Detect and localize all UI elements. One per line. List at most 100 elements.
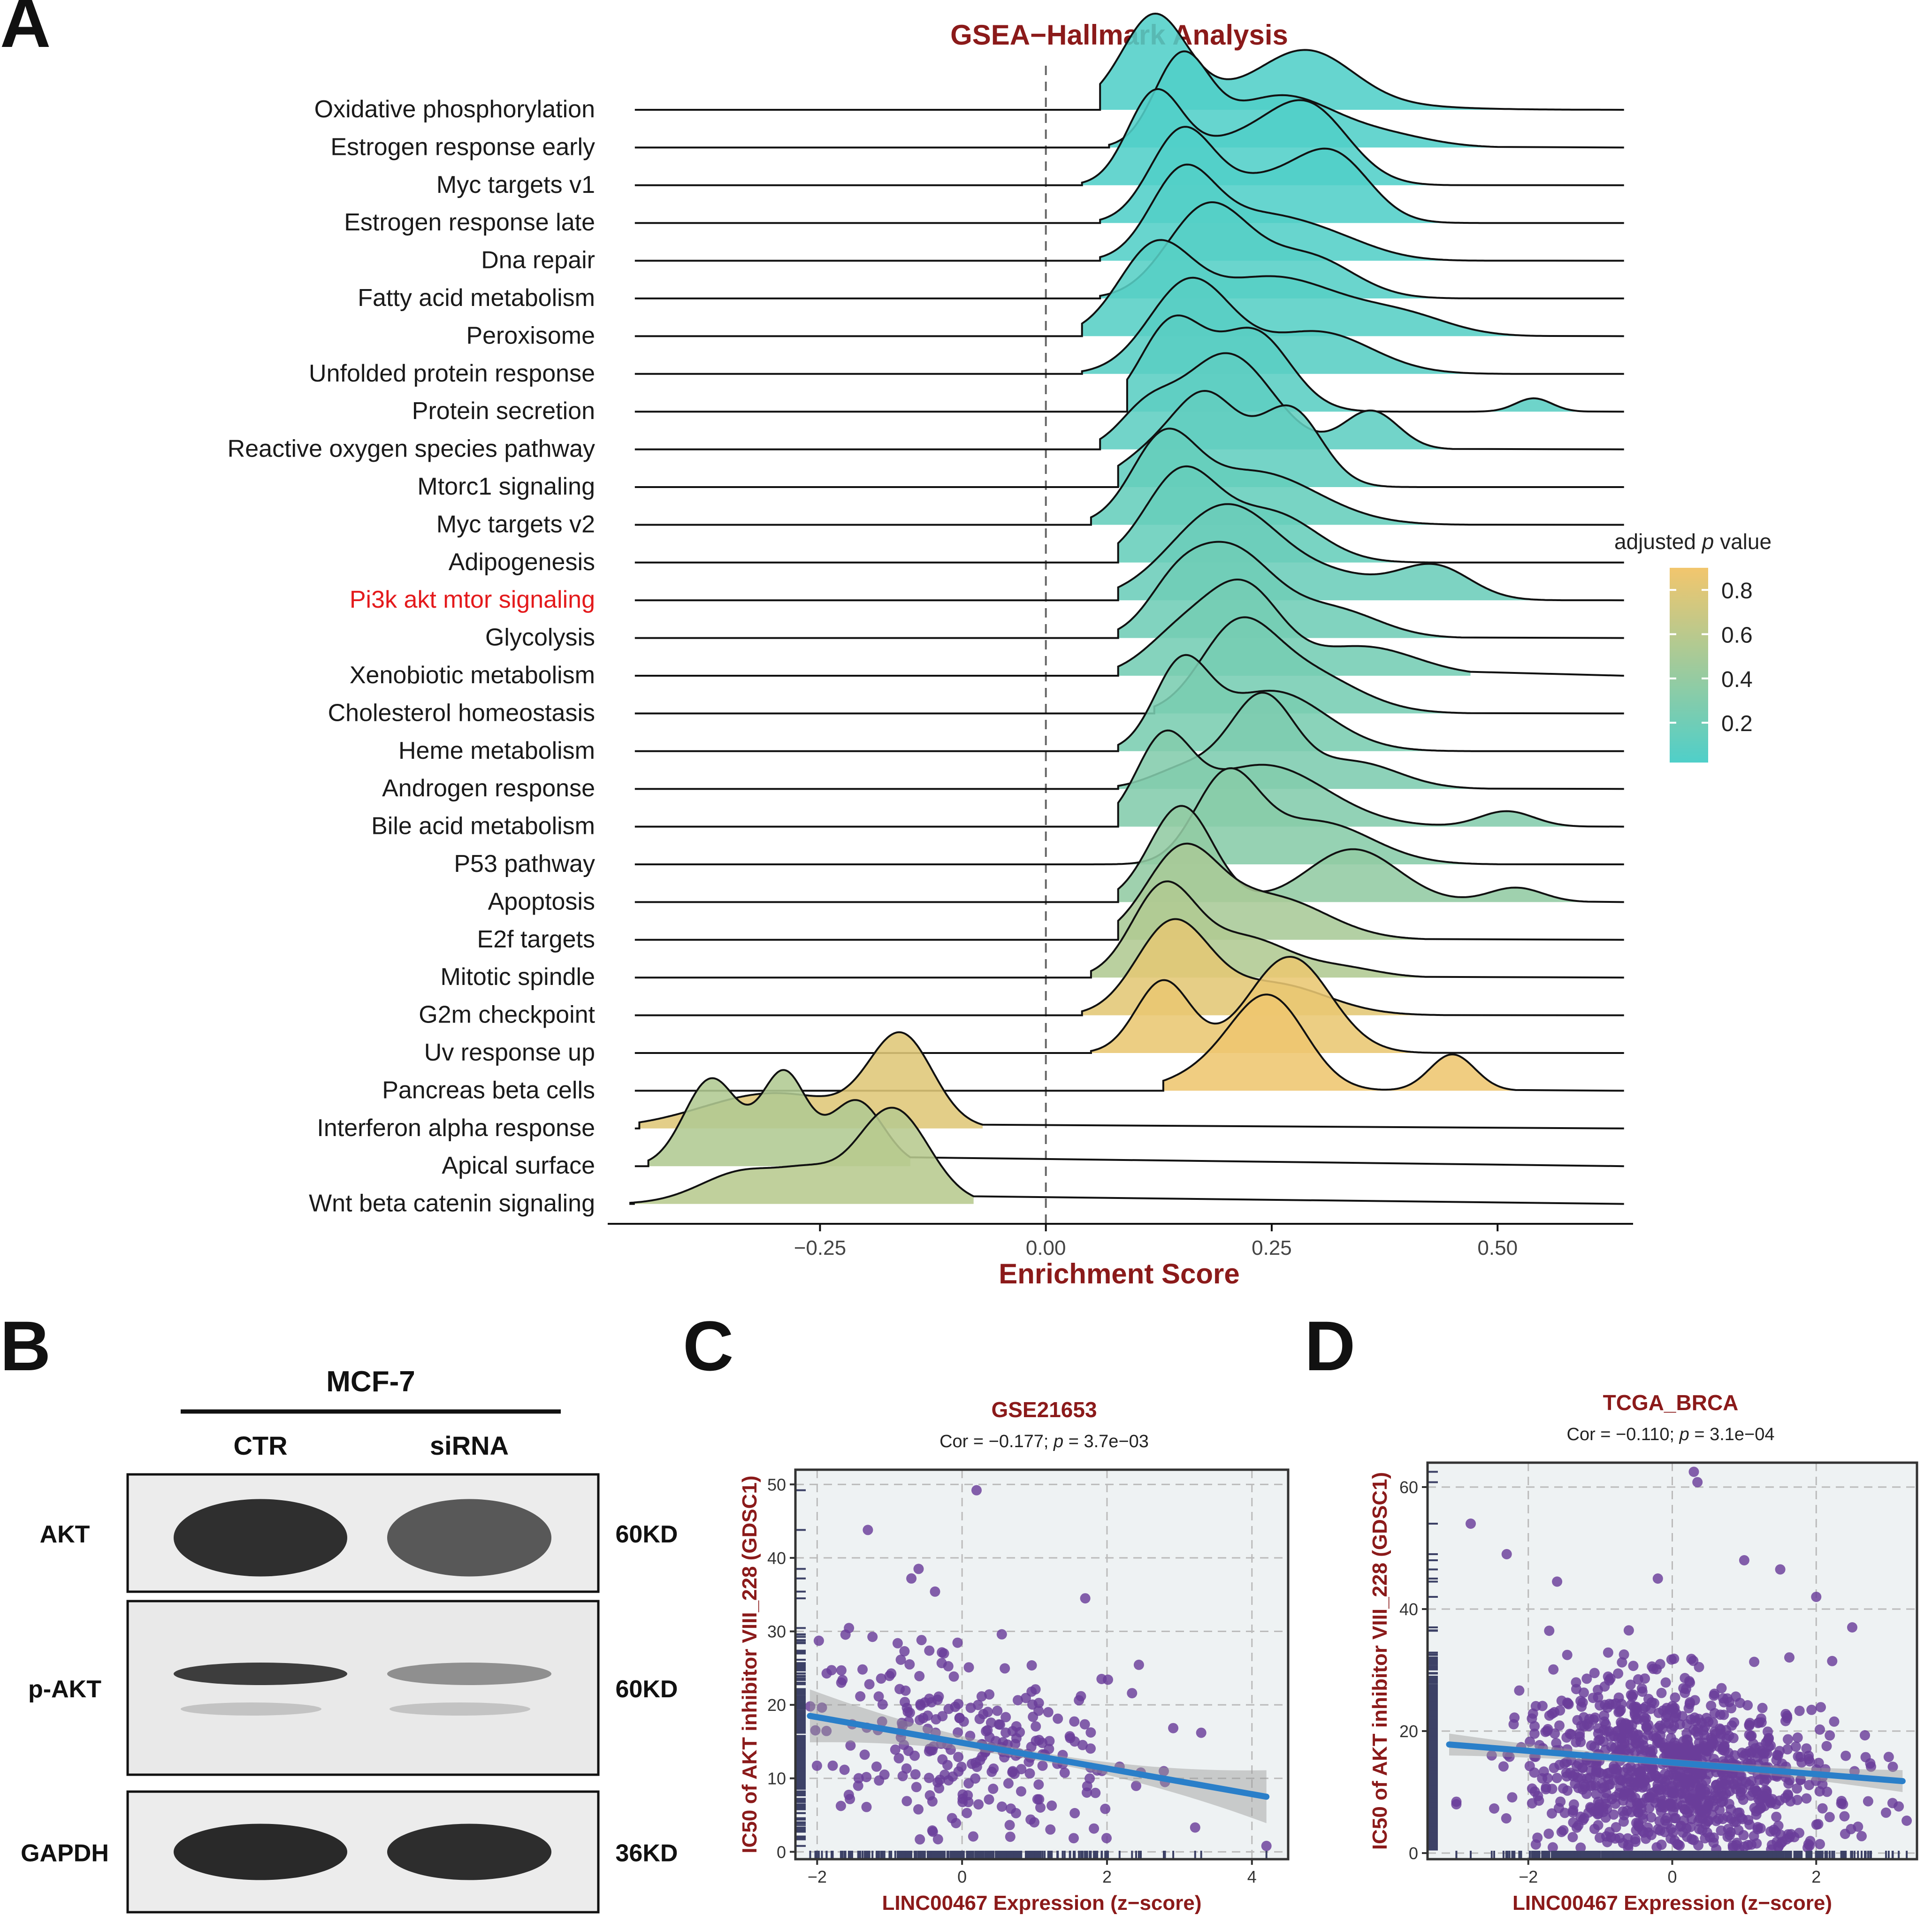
scatter-points bbox=[1451, 1466, 1912, 1855]
scatter-point bbox=[1031, 1721, 1041, 1732]
scatter-point bbox=[1101, 1833, 1112, 1844]
scatter-point bbox=[1544, 1710, 1555, 1721]
scatter-point bbox=[1718, 1814, 1728, 1824]
ridge-label: Adipogenesis bbox=[449, 549, 595, 576]
scatter-point bbox=[915, 1834, 925, 1845]
scatter-point bbox=[1634, 1737, 1644, 1748]
scatter-point bbox=[1076, 1691, 1086, 1702]
panel-letter-a: A bbox=[0, 0, 51, 62]
scatter-point bbox=[1821, 1741, 1832, 1751]
scatter-point bbox=[1756, 1803, 1766, 1814]
scatter-point bbox=[867, 1632, 878, 1642]
scatter-point bbox=[1693, 1730, 1703, 1740]
ridge-fill bbox=[630, 1107, 974, 1204]
scatter-point bbox=[1601, 1788, 1611, 1799]
scatter-point bbox=[1755, 1823, 1766, 1834]
scatter-point bbox=[1749, 1656, 1760, 1667]
scatter-point bbox=[1700, 1833, 1711, 1844]
scatter-point bbox=[1603, 1647, 1613, 1658]
ridge-mtorc1-signaling: Mtorc1 signaling bbox=[417, 389, 1624, 500]
scatter-point bbox=[1000, 1663, 1010, 1674]
scatter-point bbox=[1573, 1758, 1584, 1769]
scatter-point bbox=[996, 1629, 1007, 1640]
scatter-point bbox=[1838, 1799, 1848, 1809]
ridge-line bbox=[634, 12, 1624, 111]
scatter-point bbox=[1740, 1748, 1751, 1759]
rug-marks bbox=[795, 1489, 1268, 1859]
ridge-label: Androgen response bbox=[382, 775, 595, 802]
scatter-point bbox=[1623, 1625, 1634, 1636]
ridge-line bbox=[629, 1106, 1624, 1205]
scatter-point bbox=[1674, 1789, 1685, 1800]
scatter-point bbox=[1689, 1712, 1700, 1723]
scatter-point bbox=[1604, 1699, 1615, 1709]
scatter-point bbox=[901, 1796, 912, 1807]
scatter-point bbox=[1665, 1833, 1676, 1844]
scatter-point bbox=[1641, 1722, 1652, 1732]
scatter-point bbox=[970, 1757, 981, 1768]
scatter-point bbox=[1703, 1801, 1714, 1811]
scatter-point bbox=[1643, 1694, 1654, 1704]
ridge-uv-response-up: Uv response up bbox=[424, 956, 1624, 1066]
scatter-point bbox=[1642, 1730, 1653, 1740]
scatter-point bbox=[1781, 1834, 1792, 1845]
scatter-point bbox=[1763, 1734, 1774, 1745]
scatter-point bbox=[1744, 1819, 1755, 1830]
scatter-point bbox=[1556, 1695, 1567, 1706]
legend-tick-label: 0.2 bbox=[1721, 711, 1753, 736]
ridge-line bbox=[634, 842, 1624, 941]
scatter-point bbox=[1724, 1799, 1734, 1809]
scatter-point bbox=[1839, 1811, 1850, 1822]
scatter-point bbox=[876, 1673, 886, 1684]
scatter-point bbox=[1588, 1714, 1599, 1725]
ridge-line bbox=[634, 880, 1624, 979]
x-axis-title: LINC00467 Expression (z−score) bbox=[1512, 1892, 1832, 1915]
scatter-point bbox=[1716, 1683, 1727, 1694]
ridge-line bbox=[634, 389, 1624, 488]
scatter-point bbox=[1605, 1673, 1616, 1684]
scatter-point bbox=[1816, 1702, 1826, 1713]
scatter-point bbox=[1784, 1652, 1795, 1663]
scatter-point bbox=[894, 1684, 905, 1694]
condition-label: CTR bbox=[233, 1431, 287, 1460]
scatter-point bbox=[1700, 1722, 1711, 1732]
scatter-point bbox=[1750, 1743, 1761, 1754]
scatter-point bbox=[962, 1808, 972, 1818]
y-tick-label: 0 bbox=[1409, 1844, 1418, 1863]
scatter-point bbox=[899, 1740, 909, 1750]
scatter-point bbox=[1840, 1750, 1851, 1761]
scatter-point bbox=[1089, 1823, 1100, 1834]
scatter-point bbox=[923, 1710, 933, 1721]
scatter-point bbox=[1773, 1750, 1784, 1761]
scatter-point bbox=[1658, 1705, 1669, 1716]
scatter-point bbox=[1024, 1768, 1035, 1779]
scatter-point bbox=[874, 1775, 885, 1786]
scatter-point bbox=[1817, 1779, 1828, 1790]
scatter-point bbox=[1640, 1781, 1651, 1792]
condition-label: siRNA bbox=[430, 1431, 509, 1460]
ridge-line bbox=[634, 805, 1624, 903]
scatter-point bbox=[1084, 1773, 1095, 1784]
scatter-point bbox=[1726, 1720, 1737, 1731]
scatter-point bbox=[1008, 1766, 1018, 1777]
scatter-point bbox=[873, 1691, 884, 1702]
scatter-point bbox=[1737, 1814, 1748, 1824]
scatter-point bbox=[1555, 1705, 1565, 1716]
ridge-label: Protein secretion bbox=[412, 397, 595, 425]
ridge-line bbox=[634, 654, 1624, 752]
scatter-point bbox=[877, 1699, 888, 1710]
scatter-point bbox=[1504, 1751, 1515, 1762]
ridge-label: Xenobiotic metabolism bbox=[350, 662, 595, 689]
scatter-point bbox=[1064, 1731, 1075, 1742]
scatter-point bbox=[1004, 1820, 1015, 1831]
scatter-point bbox=[1684, 1803, 1695, 1814]
scatter-point bbox=[993, 1719, 1004, 1730]
scatter-point bbox=[1825, 1730, 1835, 1741]
ridge-label: Estrogen response early bbox=[330, 133, 595, 160]
scatter-point bbox=[932, 1834, 943, 1845]
scatter-point bbox=[1625, 1743, 1635, 1754]
scatter-point bbox=[893, 1753, 904, 1763]
ridge-fill bbox=[1154, 617, 1471, 714]
scatter-point bbox=[1598, 1736, 1609, 1747]
ridge-apoptosis: Apoptosis bbox=[488, 805, 1624, 915]
